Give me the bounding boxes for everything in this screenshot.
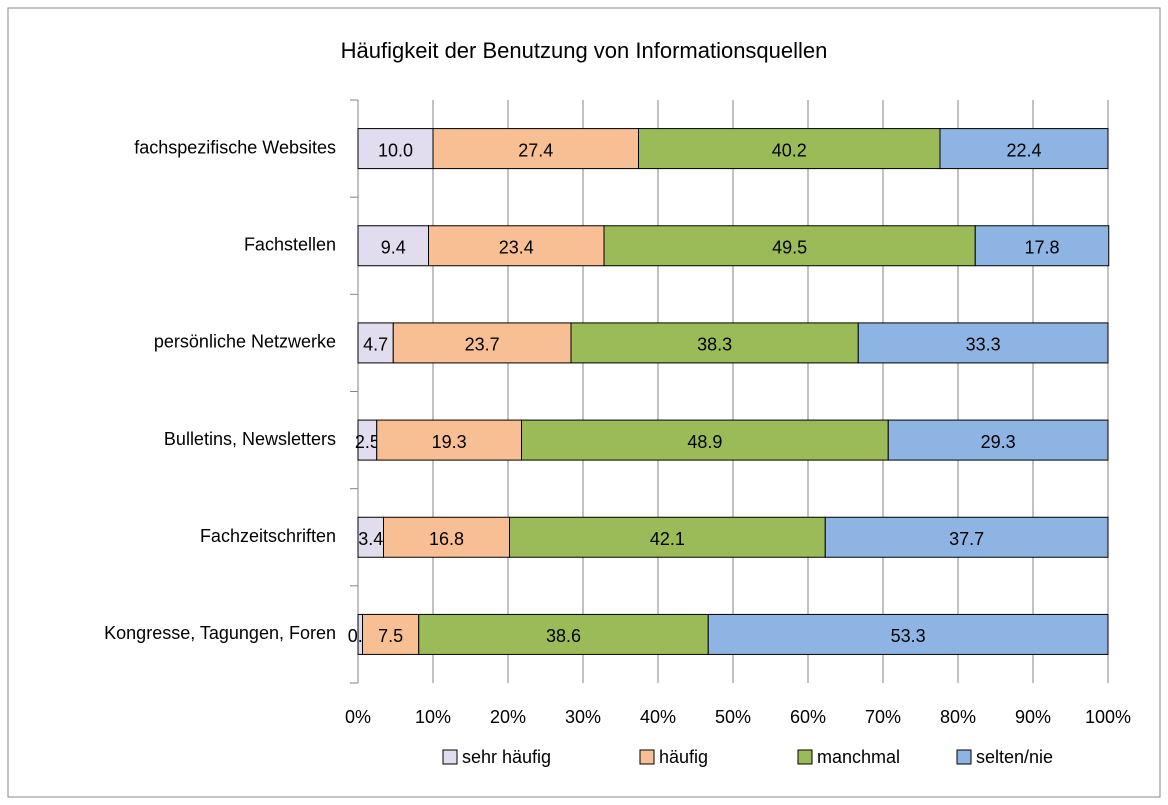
bar-segment (509, 516, 826, 558)
bar-segment (939, 128, 1109, 170)
data-label: 22.4 (1006, 140, 1041, 160)
bar-segment (521, 419, 889, 461)
data-label: 23.7 (465, 335, 500, 355)
data-label: 2.5 (355, 432, 380, 452)
bar-segment (638, 128, 941, 170)
bar-segment (570, 322, 859, 364)
data-label: 17.8 (1024, 238, 1059, 258)
x-tick-label: 90% (1015, 707, 1051, 727)
y-tick-label: fachspezifische Websites (134, 137, 336, 157)
data-label: 48.9 (687, 432, 722, 452)
legend-label: selten/nie (976, 747, 1053, 767)
bar-segment (432, 128, 639, 170)
data-label: 10.0 (378, 140, 413, 160)
data-label: 23.4 (499, 238, 534, 258)
y-tick-label: Bulletins, Newsletters (164, 429, 336, 449)
legend-swatch (797, 749, 813, 765)
bar-segment (418, 613, 709, 655)
bar-segment (707, 613, 1109, 655)
data-label: 7.5 (378, 626, 403, 646)
data-label: 27.4 (518, 140, 553, 160)
legend-swatch (956, 749, 972, 765)
data-label: 4.7 (363, 335, 388, 355)
y-tick-label: Fachzeitschriften (200, 526, 336, 546)
chart-title: Häufigkeit der Benutzung von Information… (341, 38, 828, 63)
data-label: 3.4 (358, 529, 383, 549)
chart-border (7, 7, 1161, 798)
bar-segment (974, 225, 1110, 267)
x-tick-label: 50% (715, 707, 751, 727)
x-tick-label: 100% (1085, 707, 1131, 727)
data-label: 38.3 (697, 335, 732, 355)
legend-swatch (442, 749, 458, 765)
x-tick-label: 20% (490, 707, 526, 727)
y-tick-label: Kongresse, Tagungen, Foren (104, 623, 336, 643)
bar-segment (603, 225, 976, 267)
data-label: 33.3 (966, 335, 1001, 355)
x-tick-label: 40% (640, 707, 676, 727)
bar-segment (357, 225, 429, 267)
bar-segment (428, 225, 605, 267)
data-label: 40.2 (772, 140, 807, 160)
bar-segment (857, 322, 1109, 364)
x-tick-label: 0% (345, 707, 371, 727)
legend-label: manchmal (817, 747, 900, 767)
data-label: 16.8 (429, 529, 464, 549)
data-label: 9.4 (381, 238, 406, 258)
y-tick-label: Fachstellen (244, 235, 336, 255)
y-tick-label: persönliche Netzwerke (154, 332, 336, 352)
data-label: 38.6 (546, 626, 581, 646)
data-label: 37.7 (949, 529, 984, 549)
legend-label: sehr häufig (462, 747, 551, 767)
data-label: 49.5 (772, 238, 807, 258)
data-label: 29.3 (981, 432, 1016, 452)
bar-segment (392, 322, 572, 364)
data-label: 42.1 (650, 529, 685, 549)
data-label: 53.3 (891, 626, 926, 646)
x-tick-label: 70% (865, 707, 901, 727)
x-tick-label: 80% (940, 707, 976, 727)
bar-segment (362, 613, 420, 655)
bar-segment (357, 322, 394, 364)
legend-label: häufig (659, 747, 708, 767)
data-label: 19.3 (432, 432, 467, 452)
x-tick-label: 10% (415, 707, 451, 727)
x-tick-label: 30% (565, 707, 601, 727)
bar-segment (824, 516, 1109, 558)
x-tick-label: 60% (790, 707, 826, 727)
bar-segment (887, 419, 1109, 461)
legend-swatch (639, 749, 655, 765)
bar-segment (357, 128, 434, 170)
bar-segment (376, 419, 522, 461)
